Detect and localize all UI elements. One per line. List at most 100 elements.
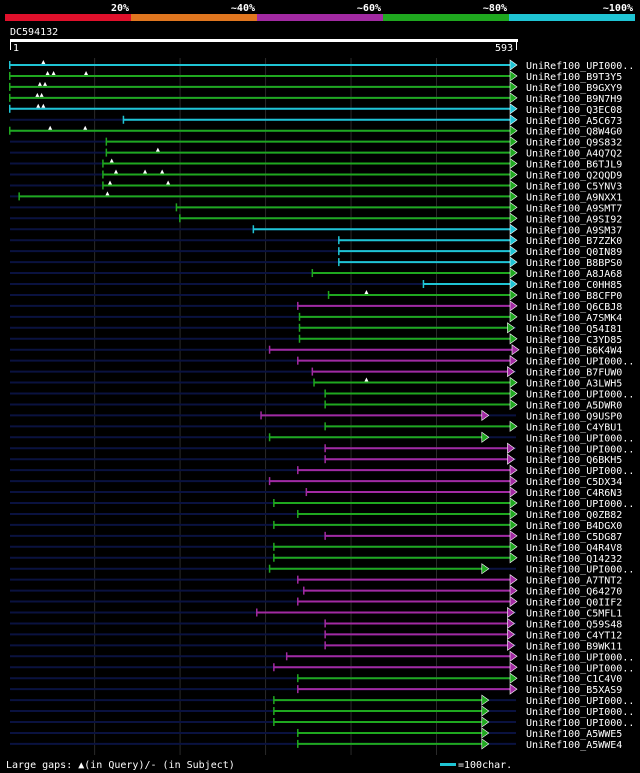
hit-label[interactable]: UniRef100_Q6BKH5 — [526, 455, 622, 466]
hit-row[interactable]: UniRef100_Q0IIF2 — [10, 595, 622, 609]
hit-row[interactable]: UniRef100_UPI000.. — [10, 442, 634, 455]
hit-row[interactable]: UniRef100_A9SI92 — [10, 212, 622, 225]
hit-row[interactable]: UniRef100_Q4R4V8 — [10, 541, 622, 554]
hit-row[interactable]: UniRef100_UPI000.. — [10, 650, 634, 663]
hit-label[interactable]: UniRef100_A5C673 — [526, 116, 622, 127]
hit-label[interactable]: UniRef100_UPI000.. — [526, 499, 634, 510]
hit-row[interactable]: UniRef100_UPI000.. — [10, 355, 634, 368]
hit-row[interactable]: UniRef100_UPI000.. — [10, 694, 634, 707]
hit-row[interactable]: UniRef100_C1C4V0 — [10, 672, 622, 685]
hit-row[interactable]: UniRef100_UPI000.. — [9, 59, 634, 72]
hit-label[interactable]: UniRef100_Q54I81 — [526, 324, 622, 335]
hit-label[interactable]: UniRef100_Q0IN89 — [526, 247, 622, 258]
hit-row[interactable]: UniRef100_A4Q7Q2 — [10, 147, 622, 160]
hit-label[interactable]: UniRef100_UPI000.. — [526, 718, 634, 729]
hit-label[interactable]: UniRef100_UPI000.. — [526, 444, 634, 455]
hit-label[interactable]: UniRef100_B9N7H9 — [526, 94, 622, 105]
hit-label[interactable]: UniRef100_A5WWE4 — [526, 740, 622, 751]
hit-row[interactable]: UniRef100_A3LWH5 — [10, 376, 622, 390]
hit-row[interactable]: UniRef100_A7SMK4 — [10, 311, 622, 324]
hit-label[interactable]: UniRef100_A5WWE5 — [526, 729, 622, 740]
hit-label[interactable]: UniRef100_B6TJL9 — [526, 160, 622, 171]
hit-label[interactable]: UniRef100_A4Q7Q2 — [526, 149, 622, 160]
hit-row[interactable]: UniRef100_C5DX34 — [10, 475, 622, 488]
hit-label[interactable]: UniRef100_A9SMT7 — [526, 203, 622, 214]
hit-row[interactable]: UniRef100_B5XAS9 — [10, 683, 622, 696]
hit-label[interactable]: UniRef100_C4R6N3 — [526, 488, 622, 499]
hit-label[interactable]: UniRef100_A5DWR0 — [526, 400, 622, 411]
hit-row[interactable]: UniRef100_A5DWR0 — [10, 398, 622, 411]
hit-row[interactable]: UniRef100_B9WK11 — [10, 639, 622, 652]
hit-label[interactable]: UniRef100_C4YT12 — [526, 630, 622, 641]
hit-label[interactable]: UniRef100_C5YNV3 — [526, 181, 622, 192]
hit-row[interactable]: UniRef100_C5DG87 — [10, 530, 622, 543]
hit-label[interactable]: UniRef100_C5DG87 — [526, 532, 622, 543]
hit-row[interactable]: UniRef100_C5YNV3 — [10, 179, 622, 192]
hit-label[interactable]: UniRef100_UPI000.. — [526, 663, 634, 674]
hit-row[interactable]: UniRef100_B6TJL9 — [10, 157, 622, 171]
hit-label[interactable]: UniRef100_UPI000.. — [526, 565, 634, 576]
hit-label[interactable]: UniRef100_Q4R4V8 — [526, 543, 622, 554]
hit-row[interactable]: UniRef100_B7FUW0 — [10, 366, 622, 379]
hit-label[interactable]: UniRef100_UPI000.. — [526, 433, 634, 444]
hit-row[interactable]: UniRef100_Q3EC08 — [9, 103, 622, 116]
hit-row[interactable]: UniRef100_A5WWE4 — [10, 738, 622, 751]
hit-row[interactable]: UniRef100_Q64270 — [10, 585, 622, 598]
hit-row[interactable]: UniRef100_B9T3Y5 — [9, 70, 622, 83]
hit-label[interactable]: UniRef100_C3YD85 — [526, 335, 622, 346]
hit-label[interactable]: UniRef100_A9SM37 — [526, 225, 622, 236]
hit-label[interactable]: UniRef100_B7ZZK0 — [526, 236, 622, 247]
hit-label[interactable]: UniRef100_Q6CBJ8 — [526, 302, 622, 313]
hit-label[interactable]: UniRef100_UPI000.. — [526, 466, 634, 477]
hit-row[interactable]: UniRef100_A9SMT7 — [10, 201, 622, 214]
hit-row[interactable]: UniRef100_UPI000.. — [10, 431, 634, 444]
hit-label[interactable]: UniRef100_C0HH85 — [526, 280, 622, 291]
hit-label[interactable]: UniRef100_A7SMK4 — [526, 313, 622, 324]
hit-row[interactable]: UniRef100_Q54I81 — [10, 322, 622, 335]
hit-label[interactable]: UniRef100_A9NXX1 — [526, 192, 622, 203]
hit-row[interactable]: UniRef100_C4YBU1 — [10, 420, 622, 433]
hit-row[interactable]: UniRef100_A7TNT2 — [10, 574, 622, 587]
hit-row[interactable]: UniRef100_Q0ZB82 — [10, 508, 622, 521]
hit-label[interactable]: UniRef100_UPI000.. — [526, 707, 634, 718]
hit-label[interactable]: UniRef100_B6K4W4 — [526, 346, 622, 357]
hit-label[interactable]: UniRef100_UPI000.. — [526, 357, 634, 368]
hit-row[interactable]: UniRef100_UPI000.. — [10, 661, 634, 674]
hit-label[interactable]: UniRef100_Q2QQD9 — [526, 171, 622, 182]
hit-label[interactable]: UniRef100_Q9S832 — [526, 138, 622, 149]
hit-row[interactable]: UniRef100_Q14232 — [10, 552, 622, 565]
hit-row[interactable]: UniRef100_UPI000.. — [10, 497, 634, 510]
hit-row[interactable]: UniRef100_UPI000.. — [10, 563, 634, 576]
hit-label[interactable]: UniRef100_Q9USP0 — [526, 411, 622, 422]
hit-label[interactable]: UniRef100_Q59S48 — [526, 619, 622, 630]
hit-label[interactable]: UniRef100_UPI000.. — [526, 652, 634, 663]
hit-row[interactable]: UniRef100_C3YD85 — [10, 333, 622, 346]
hit-label[interactable]: UniRef100_A3LWH5 — [526, 379, 622, 390]
hit-label[interactable]: UniRef100_B4DGX0 — [526, 521, 622, 532]
hit-row[interactable]: UniRef100_Q2QQD9 — [10, 168, 622, 182]
hit-row[interactable]: UniRef100_A9SM37 — [10, 223, 622, 236]
hit-row[interactable]: UniRef100_B7ZZK0 — [10, 234, 622, 247]
hit-row[interactable]: UniRef100_UPI000.. — [10, 464, 634, 477]
hit-label[interactable]: UniRef100_Q64270 — [526, 587, 622, 598]
hit-label[interactable]: UniRef100_B8CFP0 — [526, 291, 622, 302]
hit-row[interactable]: UniRef100_Q9USP0 — [10, 409, 622, 422]
hit-row[interactable]: UniRef100_B8BPS0 — [10, 256, 622, 269]
hit-row[interactable]: UniRef100_C4YT12 — [10, 628, 622, 641]
hit-label[interactable]: UniRef100_B9GXY9 — [526, 83, 622, 94]
hit-label[interactable]: UniRef100_C5DX34 — [526, 477, 622, 488]
hit-label[interactable]: UniRef100_Q14232 — [526, 554, 622, 565]
hit-label[interactable]: UniRef100_Q8W4G0 — [526, 127, 622, 138]
hit-label[interactable]: UniRef100_B9T3Y5 — [526, 72, 622, 83]
hit-label[interactable]: UniRef100_Q0IIF2 — [526, 598, 622, 609]
hit-row[interactable]: UniRef100_UPI000.. — [10, 387, 634, 401]
hit-label[interactable]: UniRef100_UPI000.. — [526, 61, 634, 72]
hit-label[interactable]: UniRef100_Q3EC08 — [526, 105, 622, 116]
hit-row[interactable]: UniRef100_A8JA68 — [10, 267, 622, 280]
hit-label[interactable]: UniRef100_C5MFL1 — [526, 609, 622, 620]
hit-row[interactable]: UniRef100_C4R6N3 — [10, 486, 622, 499]
hit-label[interactable]: UniRef100_Q0ZB82 — [526, 510, 622, 521]
hit-row[interactable]: UniRef100_B4DGX0 — [10, 519, 622, 532]
hit-label[interactable]: UniRef100_B7FUW0 — [526, 368, 622, 379]
hit-row[interactable]: UniRef100_Q9S832 — [10, 136, 622, 149]
